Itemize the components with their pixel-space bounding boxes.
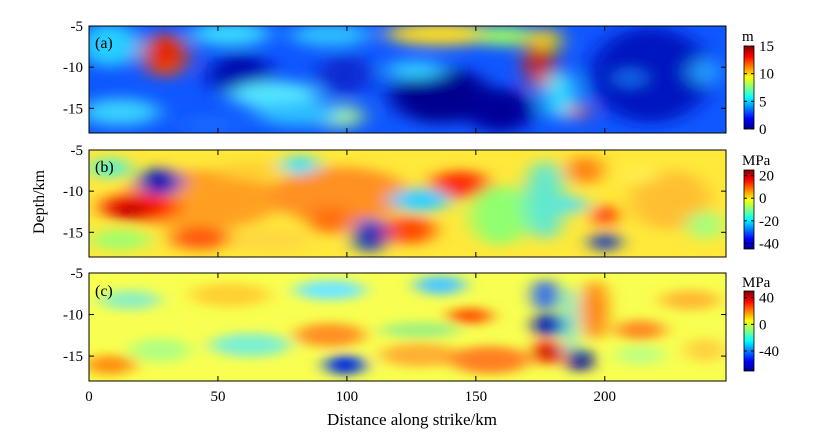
panel-label-c: (c) (95, 283, 113, 300)
panel-b: (b) -5 -10 -15 MPa 20 0 -20 -40 (63, 143, 779, 258)
colorbar-tick-label: 0 (759, 317, 767, 333)
y-tick-label: -5 (71, 266, 84, 282)
y-tick-label: -15 (63, 101, 83, 117)
x-tick-label: 150 (465, 389, 488, 405)
axes-frame-b (88, 149, 727, 258)
x-tick-label: 50 (210, 389, 225, 405)
colorbar-b: MPa 20 0 -20 -40 (742, 153, 779, 252)
colorbar-c: MPa 40 0 -40 (742, 275, 779, 372)
x-ticks-a (88, 26, 606, 133)
heatmap-c (89, 273, 726, 381)
x-tick-label: 200 (594, 389, 617, 405)
panel-c: (c) -5 -10 -15 0 50 100 150 200 MPa 40 0 -40 (63, 266, 779, 405)
colorbar-gradient-a (743, 45, 755, 130)
colorbar-a: m 15 10 5 0 (742, 29, 774, 138)
colorbar-unit-b: MPa (742, 153, 771, 169)
colorbar-tick-label: -40 (759, 344, 779, 360)
colorbar-unit-c: MPa (742, 275, 771, 291)
y-axis-c: -5 -10 -15 (63, 266, 726, 365)
colorbar-gradient-b (743, 169, 755, 250)
colorbar-tick-label: 40 (759, 291, 774, 307)
colorbar-ticks-a: 15 10 5 0 (744, 39, 774, 138)
y-axis-b: -5 -10 -15 (63, 143, 726, 241)
colorbar-tick-label: 5 (759, 94, 767, 110)
colorbar-tick-label: -40 (759, 236, 779, 252)
axes-frame-a (88, 25, 727, 134)
colorbar-tick-label: 20 (759, 169, 774, 185)
x-tick-label: 0 (85, 389, 93, 405)
colorbar-unit-a: m (742, 29, 754, 45)
x-axis-label: Distance along strike/km (327, 410, 497, 429)
colorbar-gradient-c (743, 290, 755, 372)
y-tick-label: -15 (63, 225, 83, 241)
heatmap-a (89, 26, 726, 133)
y-tick-label: -5 (71, 19, 84, 35)
x-ticks-b (88, 150, 606, 257)
colorbar-ticks-c: 40 0 -40 (744, 291, 779, 360)
colorbar-tick-label: 15 (759, 39, 774, 55)
y-tick-label: -10 (63, 308, 83, 324)
y-tick-label: -15 (63, 349, 83, 365)
colorbar-tick-label: -20 (759, 214, 779, 230)
y-axis-a: -5 -10 -15 (63, 19, 726, 117)
y-tick-label: -10 (63, 184, 83, 200)
axes-frame-c (88, 272, 727, 382)
panel-label-b: (b) (95, 159, 114, 176)
heatmap-b (89, 150, 726, 257)
y-tick-label: -5 (71, 143, 84, 159)
panel-a: (a) -5 -10 -15 m 15 10 5 0 (63, 19, 774, 138)
x-tick-label: 100 (336, 389, 359, 405)
colorbar-ticks-b: 20 0 -20 -40 (744, 169, 779, 252)
x-axis-c: 0 50 100 150 200 (85, 273, 616, 405)
colorbar-tick-label: 0 (759, 122, 767, 138)
colorbar-tick-label: 10 (759, 67, 774, 83)
y-axis-label: Depth/km (31, 169, 48, 234)
colorbar-tick-label: 0 (759, 191, 767, 207)
y-tick-label: -10 (63, 60, 83, 76)
panel-label-a: (a) (95, 35, 113, 52)
